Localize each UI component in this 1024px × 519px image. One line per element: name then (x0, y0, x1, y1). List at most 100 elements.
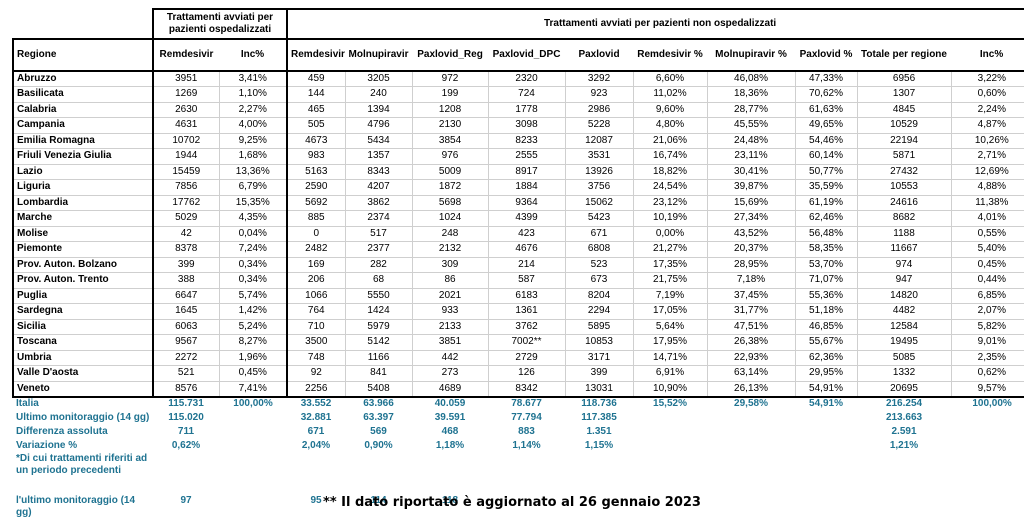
table-cell: 70,62% (795, 86, 858, 103)
table-cell: 1357 (345, 148, 413, 165)
table-cell: 126 (488, 365, 566, 382)
table-cell: 12584 (857, 319, 952, 335)
summary-cell (219, 425, 287, 439)
table-cell: 206 (287, 272, 346, 289)
table-cell: 4631 (153, 117, 220, 134)
table-cell: 1332 (857, 365, 952, 382)
table-cell: 61,19% (795, 195, 858, 211)
summary-cell: 100,00% (972, 398, 1012, 409)
table-cell: 399 (153, 257, 220, 273)
table-cell: 764 (287, 303, 346, 320)
table-row: Calabria 2630 2,27% 465 1394 1208 1778 2986 9,60… (12, 102, 1024, 118)
table-cell: 1645 (153, 303, 220, 320)
summary-cell: 468 (441, 425, 459, 437)
table-cell: 5228 (565, 117, 634, 134)
table-cell: 1066 (287, 288, 346, 304)
note-value: 114 (370, 494, 387, 506)
table-row: Puglia 6647 5,74% 1066 5550 2021 6183 8204 7,19%… (12, 288, 1024, 304)
table-cell: 3851 (412, 334, 489, 351)
table-cell: 14820 (857, 288, 952, 304)
table-cell: 671 (565, 226, 634, 242)
table-cell: 7,19% (633, 288, 708, 304)
region-name: Piemonte (12, 241, 154, 258)
table-cell: 10702 (153, 133, 220, 149)
table-cell: 14,71% (633, 350, 708, 366)
table-cell: 15,35% (219, 195, 289, 211)
summary-cell: 671 (307, 425, 325, 437)
table-cell: 5979 (345, 319, 413, 335)
table-cell: 2130 (412, 117, 489, 134)
table-cell: 5698 (412, 195, 489, 211)
table-cell: 17,05% (633, 303, 708, 320)
table-cell: 68 (345, 272, 413, 289)
table-cell: 0,34% (219, 257, 289, 273)
table-cell: 31,77% (707, 303, 796, 320)
table-cell: 0,45% (219, 365, 289, 382)
table-cell: 442 (412, 350, 489, 366)
table-cell: 21,75% (633, 272, 708, 289)
summary-cell: 1,21% (889, 439, 919, 451)
table-cell: 4,01% (951, 210, 1024, 227)
column-header: Inc% (951, 39, 1024, 72)
table-cell: 459 (287, 71, 346, 87)
summary-cell: 63.397 (363, 411, 394, 423)
table-cell: 1269 (153, 86, 220, 103)
column-header: Paxlovid (565, 39, 634, 72)
table-cell: 5692 (287, 195, 346, 211)
summary-cell: 1,14% (512, 439, 541, 451)
table-cell: 17,35% (633, 257, 708, 273)
table-cell: 1424 (345, 303, 413, 320)
summary-cell: 711 (177, 425, 195, 437)
table-cell: 86 (412, 272, 489, 289)
table-cell: 24,48% (707, 133, 796, 149)
summary-row: Differenza assoluta 711 671 569 468 883 1.351 2… (13, 425, 1024, 439)
blank-header-cell (13, 9, 153, 40)
table-row: Valle D'aosta 521 0,45% 92 841 273 126 399 6,91%… (12, 365, 1024, 382)
table-cell: 1,10% (219, 86, 289, 103)
table-cell: 505 (287, 117, 346, 134)
region-name: Abruzzo (12, 71, 154, 87)
table-cell: 4207 (345, 179, 413, 196)
table-cell: 523 (565, 257, 634, 273)
table-cell: 56,48% (795, 226, 858, 242)
summary-cell (951, 425, 1024, 439)
summary-cell: 63.966 (363, 398, 394, 409)
table-cell: 2320 (488, 71, 566, 87)
table-cell: 2,35% (951, 350, 1024, 366)
table-row: Lazio 15459 13,36% 5163 8343 5009 8917 13926 18,… (12, 164, 1024, 180)
table-cell: 1,42% (219, 303, 289, 320)
table-cell: 8233 (488, 133, 566, 149)
summary-cell: 40.059 (434, 398, 466, 409)
summary-cell: 0,62% (171, 439, 201, 451)
summary-cell: 2,04% (301, 439, 331, 451)
table-cell: 62,36% (795, 350, 858, 366)
table-cell: 5009 (412, 164, 489, 180)
table-cell: 5,82% (951, 319, 1024, 335)
table-cell: 8342 (488, 381, 566, 398)
data-sheet: Trattamenti avviati per pazienti ospedal… (12, 8, 1024, 519)
table-cell: 5423 (565, 210, 634, 227)
table-cell: 399 (565, 365, 634, 382)
summary-label: Italia (16, 398, 39, 409)
region-name: Lombardia (12, 195, 154, 211)
table-cell: 423 (488, 226, 566, 242)
column-header: Regione (12, 39, 154, 72)
table-cell: 199 (412, 86, 489, 103)
table-cell: 37,45% (707, 288, 796, 304)
summary-row: Variazione % 0,62% 2,04% 0,90% 1,18% 1,14% 1,1… (13, 439, 1024, 453)
table-cell: 0,55% (951, 226, 1024, 242)
table-cell: 0 (287, 226, 346, 242)
table-cell: 8343 (345, 164, 413, 180)
table-cell: 2590 (287, 179, 346, 196)
table-cell: 9,25% (219, 133, 289, 149)
table-cell: 3,41% (219, 71, 289, 87)
table-cell: 974 (857, 257, 952, 273)
table-cell: 3862 (345, 195, 413, 211)
table-cell: 1,96% (219, 350, 289, 366)
table-cell: 51,18% (795, 303, 858, 320)
summary-cell: 118.736 (581, 398, 617, 409)
table-cell: 923 (565, 86, 634, 103)
table-cell: 3098 (488, 117, 566, 134)
table-cell: 6183 (488, 288, 566, 304)
summary-cell: 39.591 (434, 411, 466, 423)
